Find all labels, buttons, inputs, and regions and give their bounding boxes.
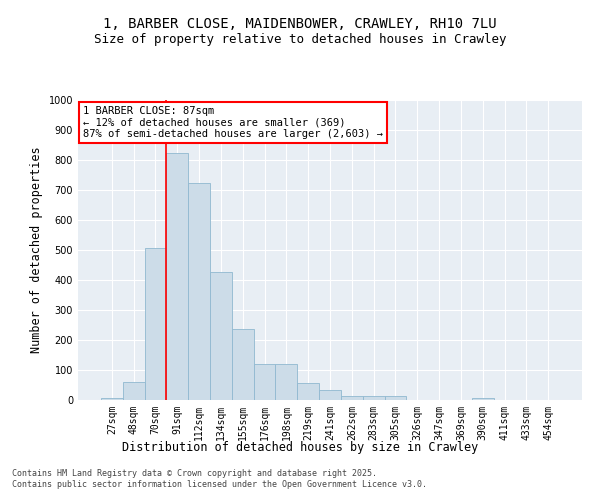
Bar <box>188 182 210 400</box>
Bar <box>341 396 363 400</box>
Bar <box>210 272 232 400</box>
Y-axis label: Number of detached properties: Number of detached properties <box>30 146 43 354</box>
Bar <box>101 398 123 400</box>
Text: 1, BARBER CLOSE, MAIDENBOWER, CRAWLEY, RH10 7LU: 1, BARBER CLOSE, MAIDENBOWER, CRAWLEY, R… <box>103 18 497 32</box>
Bar <box>145 248 166 400</box>
Text: Size of property relative to detached houses in Crawley: Size of property relative to detached ho… <box>94 32 506 46</box>
Bar <box>297 383 319 400</box>
Bar <box>232 328 254 400</box>
Text: Contains HM Land Registry data © Crown copyright and database right 2025.: Contains HM Land Registry data © Crown c… <box>12 468 377 477</box>
Bar <box>166 152 188 400</box>
Bar <box>472 398 494 400</box>
Text: 1 BARBER CLOSE: 87sqm
← 12% of detached houses are smaller (369)
87% of semi-det: 1 BARBER CLOSE: 87sqm ← 12% of detached … <box>83 106 383 139</box>
Bar <box>254 364 275 400</box>
Text: Contains public sector information licensed under the Open Government Licence v3: Contains public sector information licen… <box>12 480 427 489</box>
Bar <box>275 364 297 400</box>
Bar <box>123 382 145 400</box>
Bar <box>385 396 406 400</box>
Text: Distribution of detached houses by size in Crawley: Distribution of detached houses by size … <box>122 441 478 454</box>
Bar <box>363 396 385 400</box>
Bar <box>319 390 341 400</box>
